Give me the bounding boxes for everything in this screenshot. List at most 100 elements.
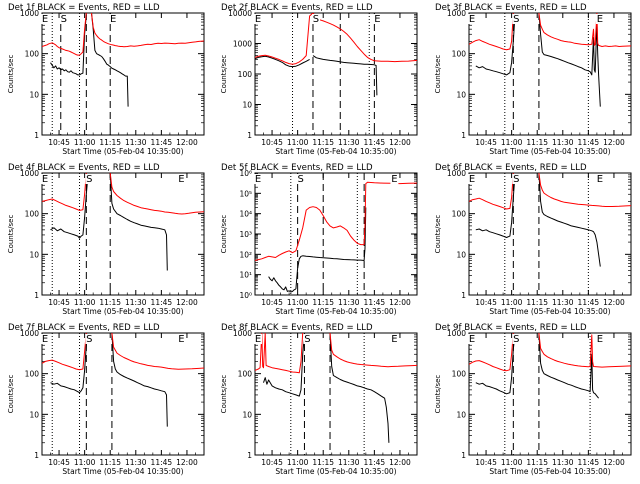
lld-series-line (469, 13, 514, 51)
y-tick-label: 10⁰ (239, 291, 252, 300)
x-axis-label: Start Time (05-Feb-04 10:35:00) (275, 147, 396, 156)
panel-title: Det 4f BLACK = Events, RED = LLD (8, 163, 160, 173)
x-tick-label: 10:45 (48, 458, 70, 467)
marker-label-backdrop (512, 14, 521, 24)
y-tick-label: 100 (25, 50, 40, 59)
series-group (255, 333, 417, 443)
time-marker-label: S (313, 14, 319, 25)
x-tick-label: 12:00 (176, 138, 198, 147)
x-axis-label: Start Time (05-Feb-04 10:35:00) (275, 467, 396, 476)
time-marker-label: S (86, 174, 92, 185)
y-tick-label: 10 (242, 101, 252, 110)
events-series-line (538, 13, 601, 107)
x-tick-label: 12:00 (176, 458, 198, 467)
time-marker-label: E (42, 334, 48, 345)
time-marker-label: S (61, 14, 67, 25)
x-tick-label: 12:00 (603, 458, 625, 467)
events-series-line (312, 55, 378, 96)
x-tick-label: 11:30 (125, 298, 147, 307)
y-tick-label: 10¹ (239, 271, 252, 280)
y-tick-label: 100 (238, 70, 253, 79)
y-tick-label: 1 (461, 451, 466, 460)
plot-frame (254, 332, 418, 456)
x-tick-label: 11:15 (99, 138, 121, 147)
events-series-line (111, 333, 168, 427)
marker-label-backdrop (41, 14, 49, 24)
y-tick-label: 1 (34, 131, 39, 140)
lld-series-line (42, 333, 87, 371)
series-group (469, 13, 631, 107)
time-marker-label: S (86, 334, 92, 345)
marker-label-backdrop (303, 334, 312, 344)
time-marker-label: E (178, 334, 184, 345)
panel-title: Det 5f BLACK = Events, RED = LLD (221, 163, 373, 173)
x-tick-label: 11:45 (151, 138, 173, 147)
time-marker-label: E (374, 14, 380, 25)
panel-title: Det 7f BLACK = Events, RED = LLD (8, 323, 160, 333)
marker-label-backdrop (254, 174, 262, 184)
x-tick-label: 11:15 (526, 298, 548, 307)
y-tick-label: 10² (239, 250, 252, 259)
x-tick-label: 11:45 (364, 138, 386, 147)
y-tick-label: 1000 (20, 169, 39, 178)
series-group (42, 173, 204, 271)
x-axis-label: Start Time (05-Feb-04 10:35:00) (489, 467, 610, 476)
detector-panel-6: Det 6f BLACK = Events, RED = LLD 1 10 100 10… (434, 163, 632, 316)
x-tick-label: 11:45 (151, 458, 173, 467)
series-group (42, 333, 204, 427)
panel-title: Det 9f BLACK = Events, RED = LLD (435, 323, 587, 333)
x-tick-label: 10:45 (475, 298, 497, 307)
marker-label-backdrop (512, 174, 521, 184)
y-tick-label: 10⁵ (239, 189, 252, 198)
x-tick-label: 10:45 (475, 458, 497, 467)
plot-frame (41, 172, 205, 296)
time-marker-label: E (597, 174, 603, 185)
y-axis-label: Counts/sec (434, 375, 442, 414)
y-tick-label: 1000 (233, 40, 252, 49)
y-tick-label: 1 (34, 291, 39, 300)
time-marker-label: E (178, 174, 184, 185)
time-marker-label: E (391, 174, 397, 185)
x-tick-label: 12:00 (389, 298, 411, 307)
time-marker-label: E (255, 334, 261, 345)
x-tick-label: 12:00 (603, 298, 625, 307)
x-axis-label: Start Time (05-Feb-04 10:35:00) (489, 307, 610, 316)
y-tick-label: 100 (25, 210, 40, 219)
y-tick-label: 1000 (20, 329, 39, 338)
x-axis-label: Start Time (05-Feb-04 10:35:00) (62, 147, 183, 156)
y-tick-label: 10 (456, 90, 466, 99)
marker-label-backdrop (59, 14, 68, 24)
time-marker-label: S (297, 174, 303, 185)
events-series-line (109, 173, 168, 271)
x-axis-label: Start Time (05-Feb-04 10:35:00) (275, 307, 396, 316)
x-tick-label: 10:45 (48, 298, 70, 307)
x-tick-label: 11:45 (578, 298, 600, 307)
y-tick-label: 1000 (233, 329, 252, 338)
marker-label-backdrop (468, 334, 476, 344)
marker-label-backdrop (390, 174, 399, 184)
events-series-line (263, 333, 305, 397)
events-series-line (475, 174, 516, 238)
time-marker-label: E (42, 14, 48, 25)
x-tick-label: 11:00 (501, 298, 523, 307)
events-series-line (475, 333, 516, 395)
x-tick-label: 11:00 (287, 138, 309, 147)
plot-frame (254, 12, 418, 136)
x-tick-label: 11:00 (74, 458, 96, 467)
y-tick-label: 1000 (447, 329, 466, 338)
time-marker-label: E (42, 174, 48, 185)
y-axis-label: Counts/sec (220, 375, 228, 414)
x-tick-label: 12:00 (389, 138, 411, 147)
x-tick-label: 11:30 (125, 138, 147, 147)
x-tick-label: 11:15 (312, 298, 334, 307)
detector-panel-8: Det 8f BLACK = Events, RED = LLD 1 10 100 10… (220, 323, 418, 476)
marker-label-backdrop (254, 334, 262, 344)
y-tick-label: 10⁶ (239, 169, 252, 178)
x-tick-label: 11:45 (578, 138, 600, 147)
x-tick-label: 11:00 (74, 298, 96, 307)
marker-label-backdrop (85, 174, 94, 184)
detector-panel-3: Det 3f BLACK = Events, RED = LLD 1 10 100 10… (434, 3, 632, 156)
x-tick-label: 11:00 (501, 458, 523, 467)
y-tick-label: 10 (29, 410, 39, 419)
